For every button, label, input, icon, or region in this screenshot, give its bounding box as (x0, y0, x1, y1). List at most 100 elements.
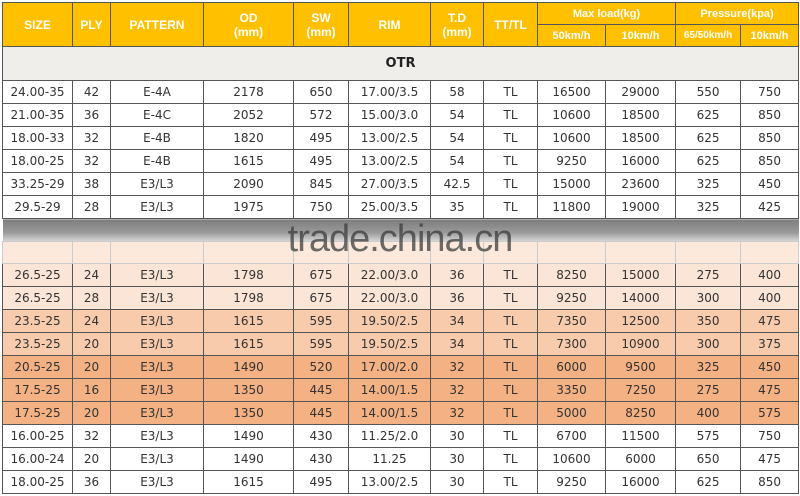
table-cell: 11.25 (348, 447, 431, 471)
table-cell: 445 (293, 378, 349, 402)
table-cell: 625 (675, 149, 742, 173)
table-cell (430, 241, 484, 264)
header-ply: PLY (72, 2, 111, 47)
table-cell: 650 (293, 80, 349, 104)
table-cell: 54 (430, 126, 484, 150)
table-cell: 13.00/2.5 (348, 149, 431, 173)
header-od-label: OD (239, 10, 258, 25)
table-cell: 450 (740, 172, 800, 196)
table-cell: 350 (675, 309, 742, 333)
table-cell: TL (483, 470, 538, 494)
table-row: 18.00-33 32 E-4B 1820 495 13.00/2.5 54 TL 10600 1… (2, 126, 800, 150)
table-cell: 850 (740, 470, 800, 494)
table-cell: 595 (293, 309, 349, 333)
table-cell: 42.5 (430, 172, 484, 196)
table-cell: 22.00/3.0 (348, 263, 431, 287)
table-cell: E3/L3 (110, 309, 204, 333)
table-cell: 21.00-35 (2, 103, 73, 127)
header-size: SIZE (2, 2, 73, 47)
table-cell: 10600 (537, 103, 606, 127)
table-cell: TL (483, 103, 538, 127)
header-load-50: 50km/h (537, 24, 606, 47)
table-cell: 15000 (537, 172, 606, 196)
table-cell: 9250 (537, 470, 606, 494)
table-cell: 32 (430, 378, 484, 402)
header-pressure-65: 65/50km/h (675, 24, 742, 47)
table-cell: 450 (740, 355, 800, 379)
table-cell: 25.00/3.5 (348, 195, 431, 219)
table-cell: 16.00-24 (2, 447, 73, 471)
table-row: 17.5-25 20 E3/L3 1350 445 14.00/1.5 32 TL 5000 82… (2, 401, 800, 425)
table-cell: 2178 (203, 80, 294, 104)
table-cell: 1350 (203, 401, 294, 425)
table-cell: 495 (293, 126, 349, 150)
table-cell (110, 241, 204, 264)
header-rim: RIM (348, 2, 431, 47)
table-cell: 9250 (537, 286, 606, 310)
table-cell: E3/L3 (110, 401, 204, 425)
table-cell: 675 (293, 263, 349, 287)
table-cell: 19.50/2.5 (348, 309, 431, 333)
separator (2, 218, 799, 242)
table-cell: TL (483, 126, 538, 150)
table-cell: 1975 (203, 195, 294, 219)
header-pattern: PATTERN (110, 2, 204, 47)
table-cell: 750 (740, 80, 800, 104)
table-cell: 325 (675, 355, 742, 379)
table-cell: E-4A (110, 80, 204, 104)
table-cell: 845 (293, 172, 349, 196)
table-cell: 17.5-25 (2, 401, 73, 425)
blank-row (2, 241, 800, 264)
table-cell: 1615 (203, 309, 294, 333)
table-cell: 572 (293, 103, 349, 127)
table-cell: 24 (72, 309, 111, 333)
table-cell: E3/L3 (110, 424, 204, 448)
table-cell: 6000 (604, 447, 677, 471)
table-cell: 425 (740, 195, 800, 219)
table-cell: 625 (675, 103, 742, 127)
table-cell: 16500 (537, 80, 606, 104)
table-cell: 22.00/3.0 (348, 286, 431, 310)
table-cell: 6700 (537, 424, 606, 448)
table-cell: 33.25-29 (2, 172, 73, 196)
header-max-load: Max load(kg) (536, 2, 677, 25)
table-cell: E3/L3 (110, 447, 204, 471)
table-cell: 9250 (537, 149, 606, 173)
table-cell: 11500 (604, 424, 677, 448)
table-cell: 1615 (203, 470, 294, 494)
table-cell: 14000 (604, 286, 677, 310)
table-cell: 15000 (604, 263, 677, 287)
table-cell: 3350 (537, 378, 606, 402)
table-cell: 325 (675, 172, 742, 196)
header-sw-label: SW (311, 10, 331, 25)
table-cell: 15.00/3.0 (348, 103, 431, 127)
table-cell: 11800 (537, 195, 606, 219)
table-cell: 18500 (604, 126, 677, 150)
table-cell: E-4B (110, 149, 204, 173)
table-cell: 28 (72, 286, 111, 310)
table-cell: TL (483, 172, 538, 196)
table-cell: 36 (72, 103, 111, 127)
table-cell (675, 241, 742, 264)
table-cell: 400 (675, 401, 742, 425)
table-cell (2, 241, 73, 264)
table-cell: 595 (293, 332, 349, 356)
table-cell: 30 (430, 470, 484, 494)
table-cell: 17.00/3.5 (348, 80, 431, 104)
table-cell: 475 (740, 447, 800, 471)
table-cell: 18.00-25 (2, 149, 73, 173)
header-sw-unit: (mm) (306, 24, 336, 39)
table-cell: 300 (675, 332, 742, 356)
table-row: 17.5-25 16 E3/L3 1350 445 14.00/1.5 32 TL 3350 72… (2, 378, 800, 402)
table-cell: TL (483, 309, 538, 333)
table-cell: 2090 (203, 172, 294, 196)
table-cell: 495 (293, 149, 349, 173)
header-td: T.D (mm) (430, 2, 484, 47)
header-od: OD (mm) (203, 2, 294, 47)
table-cell: 575 (740, 401, 800, 425)
table-cell: 32 (72, 126, 111, 150)
table-row: 21.00-35 36 E-4C 2052 572 15.00/3.0 54 TL 10600 1… (2, 103, 800, 127)
table-cell: 20.5-25 (2, 355, 73, 379)
table-cell: E3/L3 (110, 355, 204, 379)
table-cell: 16 (72, 378, 111, 402)
